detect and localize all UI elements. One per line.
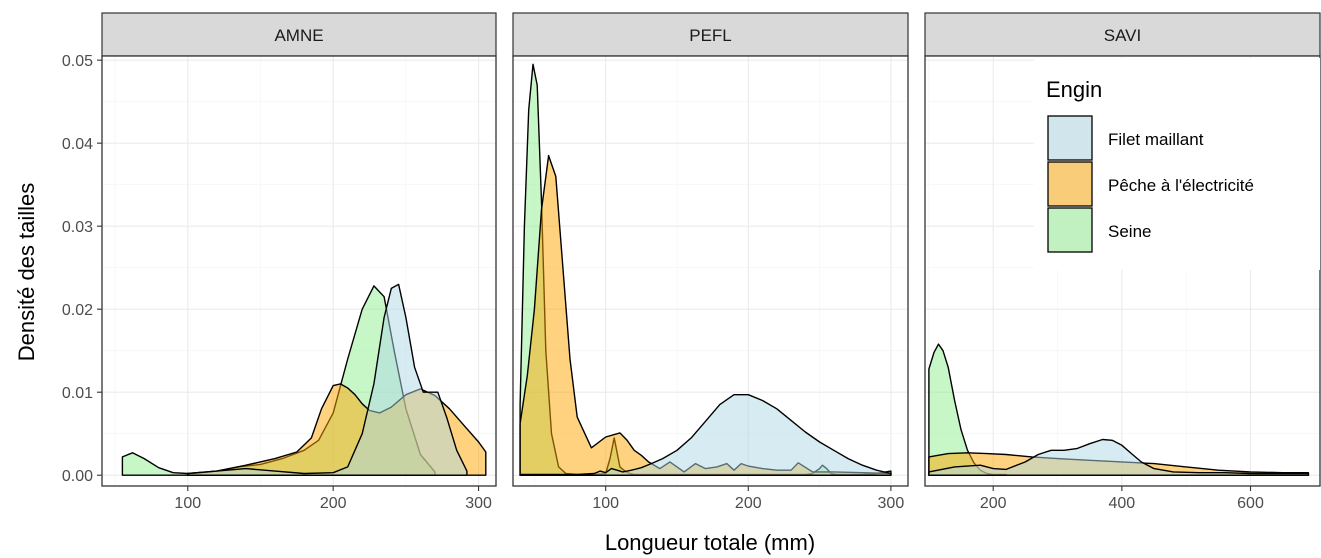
legend-entry-label: Filet maillant xyxy=(1108,130,1204,149)
y-tick-label: 0.01 xyxy=(62,385,93,402)
facet-strip xyxy=(924,12,1321,57)
panel-border xyxy=(101,55,497,487)
facet-panels: AMNE 100 200 300 PEFL 100 200 300 SAVI 200 400 600 xyxy=(101,12,1321,512)
legend-entry-label: Pêche à l'électricité xyxy=(1108,176,1254,195)
x-tick-label: 600 xyxy=(1237,495,1264,512)
facet-strip-label: AMNE xyxy=(274,26,323,45)
panel-background xyxy=(513,56,908,486)
x-axis-title: Longueur totale (mm) xyxy=(605,530,815,555)
legend-entry-label: Seine xyxy=(1108,222,1151,241)
facet-strip xyxy=(101,12,497,57)
y-axis: 0.00 0.01 0.02 0.03 0.04 0.05 xyxy=(62,53,102,485)
density-areas xyxy=(928,343,1310,476)
density-filet-maillant xyxy=(187,283,468,476)
density-filet-maillant xyxy=(928,438,1310,476)
legend: Engin Filet maillant Pêche à l'électricit… xyxy=(1034,58,1320,270)
x-tick-label: 200 xyxy=(980,495,1007,512)
x-tick-label: 100 xyxy=(174,495,201,512)
y-tick-label: 0.02 xyxy=(62,302,93,319)
density-areas xyxy=(519,63,892,476)
x-tick-label: 400 xyxy=(1109,495,1136,512)
x-tick-label: 300 xyxy=(878,495,905,512)
facet-pefl: PEFL 100 200 300 xyxy=(512,12,909,512)
legend-title: Engin xyxy=(1046,77,1102,102)
density-areas xyxy=(121,283,487,476)
panel-border xyxy=(512,55,909,487)
facet-savi: SAVI 200 400 600 xyxy=(924,12,1321,512)
x-tick-label: 200 xyxy=(735,495,762,512)
legend-entries: Filet maillant Pêche à l'électricité Seine xyxy=(1047,115,1254,253)
legend-key-swatch xyxy=(1047,115,1093,161)
legend-entry-filet-maillant: Filet maillant xyxy=(1047,115,1204,161)
y-tick-label: 0.00 xyxy=(62,468,93,485)
facet-strip-label: PEFL xyxy=(689,26,732,45)
y-tick-label: 0.05 xyxy=(62,53,93,70)
legend-entry-seine: Seine xyxy=(1047,207,1151,253)
legend-key-swatch xyxy=(1047,161,1093,207)
facet-amne: AMNE 100 200 300 xyxy=(101,12,497,512)
x-tick-label: 200 xyxy=(320,495,347,512)
x-tick-label: 300 xyxy=(465,495,492,512)
density-filet-maillant xyxy=(519,394,892,476)
panel-border xyxy=(924,55,1321,487)
facet-strip-label: SAVI xyxy=(1104,26,1141,45)
legend-entry-peche-a-l-electricite: Pêche à l'électricité xyxy=(1047,161,1254,207)
legend-key-swatch xyxy=(1047,207,1093,253)
y-tick-label: 0.03 xyxy=(62,219,93,236)
y-axis-title: Densité des tailles xyxy=(14,183,39,362)
y-tick-label: 0.04 xyxy=(62,136,93,153)
facet-strip xyxy=(512,12,909,57)
x-tick-label: 100 xyxy=(592,495,619,512)
